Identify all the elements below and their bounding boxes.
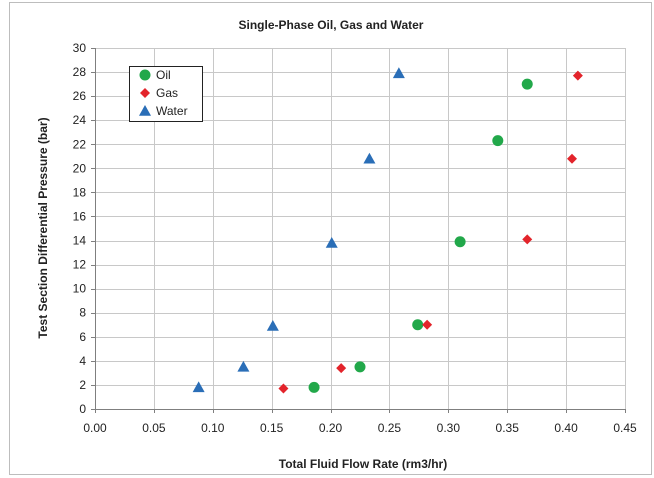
axes: [91, 48, 626, 413]
data-point-gas: [522, 234, 533, 245]
x-tick-label: 0.30: [437, 421, 461, 435]
data-point-water: [325, 236, 338, 248]
x-tick-label: 0.25: [378, 421, 402, 435]
data-point-gas: [336, 363, 347, 374]
x-tick-label: 0.40: [554, 421, 578, 435]
series-gas: [278, 70, 583, 394]
x-tick-label: 0.35: [496, 421, 520, 435]
y-tick-label: 0: [79, 402, 86, 416]
legend-marker-gas: [140, 88, 150, 98]
x-axis-label: Total Fluid Flow Rate (rm3/hr): [279, 457, 447, 471]
y-tick-label: 22: [73, 137, 87, 151]
chart-frame: [9, 2, 652, 475]
y-tick-label: 16: [73, 209, 87, 223]
data-point-gas: [567, 153, 577, 164]
data-point-gas: [278, 383, 289, 394]
data-point-oil: [308, 381, 320, 393]
legend-marker-oil: [139, 69, 151, 81]
legend-label-water: Water: [156, 104, 188, 118]
data-point-water: [237, 360, 250, 372]
y-tick-label: 10: [73, 282, 87, 296]
data-point-gas: [422, 319, 433, 330]
legend-label-oil: Oil: [156, 68, 171, 82]
legend: Oil Gas Water: [129, 66, 203, 122]
series-oil: [308, 78, 533, 393]
x-tick-label: 0.05: [142, 421, 166, 435]
data-point-water: [266, 319, 279, 331]
y-tick-label: 8: [79, 306, 86, 320]
data-point-oil: [454, 236, 466, 248]
y-tick-label: 6: [79, 330, 86, 344]
data-point-oil: [412, 319, 424, 331]
data-point-water: [392, 67, 405, 79]
data-point-water: [363, 152, 376, 164]
x-tick-labels: 0.00 0.05 0.10 0.15 0.20 0.25 0.30 0.35 0.40 0.45: [83, 421, 637, 435]
chart-title: Single-Phase Oil, Gas and Water: [239, 18, 424, 32]
data-point-oil: [492, 135, 504, 147]
x-tick-label: 0.15: [260, 421, 284, 435]
y-tick-label: 2: [79, 378, 86, 392]
y-tick-label: 12: [73, 258, 87, 272]
x-tick-label: 0.10: [201, 421, 225, 435]
y-tick-label: 18: [73, 185, 87, 199]
y-tick-label: 26: [73, 89, 87, 103]
data-point-oil: [521, 78, 533, 90]
legend-label-gas: Gas: [156, 86, 178, 100]
y-tick-label: 30: [73, 41, 87, 55]
x-tick-label: 0.20: [319, 421, 343, 435]
data-point-water: [192, 381, 205, 393]
data-point-oil: [354, 361, 366, 373]
data-point-gas: [572, 70, 583, 81]
legend-marker-water: [139, 105, 151, 116]
y-tick-label: 28: [73, 65, 87, 79]
x-tick-label: 0.00: [83, 421, 107, 435]
y-tick-label: 24: [73, 113, 87, 127]
data-points: [192, 67, 583, 394]
series-water: [192, 67, 405, 393]
y-tick-label: 4: [79, 354, 86, 368]
y-tick-label: 20: [73, 161, 87, 175]
x-tick-label: 0.45: [613, 421, 637, 435]
y-tick-label: 14: [73, 234, 87, 248]
y-axis-label: Test Section Differential Pressure (bar): [36, 117, 50, 338]
